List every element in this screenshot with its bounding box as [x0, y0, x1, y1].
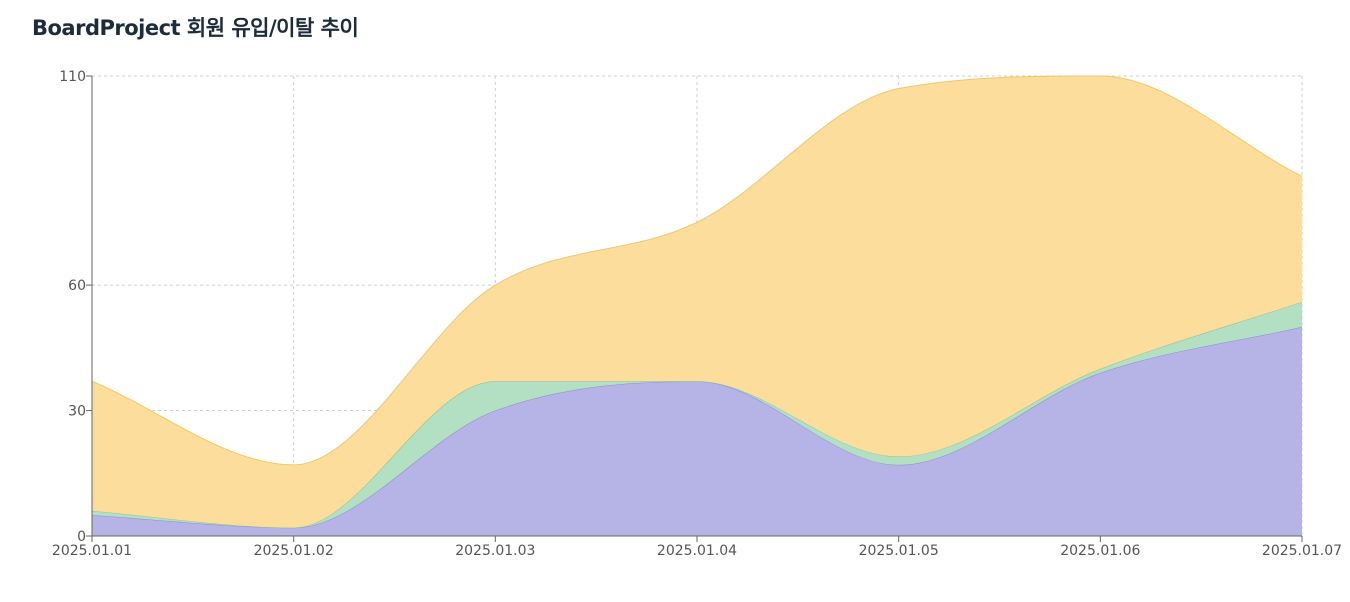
chart-title: BoardProject 회원 유입/이탈 추이: [32, 16, 359, 40]
x-tick-label: 2025.01.03: [455, 543, 535, 559]
area-series-green: [92, 301, 1302, 528]
y-tick-label: 60: [68, 278, 86, 294]
x-tick-label: 2025.01.04: [657, 543, 737, 559]
x-tick-label: 2025.01.07: [1262, 543, 1342, 559]
y-tick-label: 30: [68, 404, 86, 420]
x-tick-label: 2025.01.06: [1060, 543, 1140, 559]
x-tick-label: 2025.01.05: [859, 543, 939, 559]
x-tick-label: 2025.01.02: [254, 543, 334, 559]
y-tick-label: 0: [77, 529, 86, 545]
area-series-purple: [92, 326, 1302, 536]
x-tick-label: 2025.01.01: [52, 543, 132, 559]
y-tick-label: 110: [59, 69, 86, 85]
area-series-yellow: [92, 76, 1302, 528]
area-series-group: [91, 75, 1303, 536]
line-series-yellow: [91, 75, 1303, 466]
